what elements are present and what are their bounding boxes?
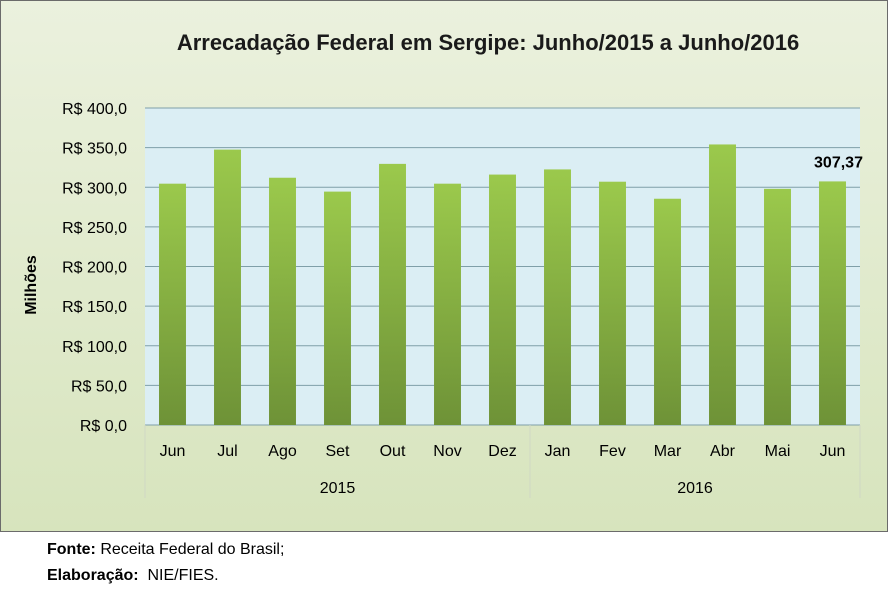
bar-chart: Arrecadação Federal em Sergipe: Junho/20… [23, 30, 863, 498]
x-tick-label: Jan [545, 443, 571, 460]
x-tick-label: Set [325, 443, 350, 460]
x-tick-label: Fev [599, 443, 626, 460]
bar [379, 163, 406, 425]
footer-credit-text: NIE/FIES. [138, 567, 219, 584]
bar [214, 149, 241, 425]
x-tick-label: Jul [217, 443, 237, 460]
group-label: 2015 [320, 480, 356, 497]
y-tick-label: R$ 250,0 [62, 220, 127, 237]
x-tick-label: Jun [160, 443, 186, 460]
x-tick-label: Ago [268, 443, 297, 460]
x-tick-label: Mai [765, 443, 791, 460]
footer-source: Fonte: Receita Federal do Brasil; [47, 541, 284, 559]
x-tick-label: Mar [654, 443, 682, 460]
y-tick-label: R$ 150,0 [62, 299, 127, 316]
x-tick-label: Abr [710, 443, 736, 460]
footer-credit-label: Elaboração: [47, 567, 139, 584]
footer-source-text: Receita Federal do Brasil; [95, 541, 285, 558]
y-tick-label: R$ 100,0 [62, 339, 127, 356]
bar [544, 169, 571, 425]
bar [324, 191, 351, 425]
x-tick-label: Dez [488, 443, 516, 460]
y-tick-label: R$ 200,0 [62, 260, 127, 277]
y-axis-label: Milhões [23, 255, 40, 315]
y-tick-label: R$ 400,0 [62, 101, 127, 118]
bar [489, 174, 516, 425]
bar [599, 181, 626, 425]
data-label: 307,37 [814, 154, 863, 171]
bar [819, 181, 846, 425]
bar [654, 198, 681, 425]
x-tick-label: Out [380, 443, 406, 460]
y-tick-label: R$ 300,0 [62, 180, 127, 197]
chart-title: Arrecadação Federal em Sergipe: Junho/20… [177, 30, 799, 55]
footer-source-label: Fonte: [47, 541, 96, 558]
x-tick-label: Jun [820, 443, 846, 460]
y-tick-label: R$ 350,0 [62, 141, 127, 158]
y-tick-label: R$ 0,0 [80, 418, 127, 435]
bar [269, 177, 296, 425]
bar [434, 183, 461, 425]
group-label: 2016 [677, 480, 713, 497]
bar [159, 183, 186, 425]
footer-credit: Elaboração: NIE/FIES. [47, 567, 219, 585]
y-tick-label: R$ 50,0 [71, 378, 127, 395]
bar [764, 188, 791, 425]
bar [709, 144, 736, 425]
x-tick-label: Nov [433, 443, 461, 460]
